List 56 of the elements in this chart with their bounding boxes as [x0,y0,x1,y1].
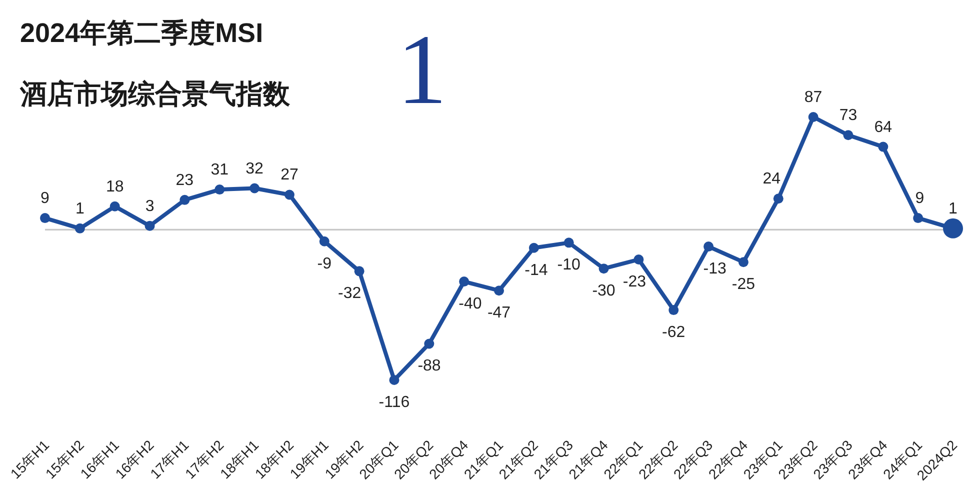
annotation: 1 [397,14,447,125]
data-label: -14 [524,262,548,279]
data-label: -30 [592,282,616,300]
point [598,264,609,274]
subtitle: 酒店市场综合景气指数 [20,79,290,109]
data-label: -40 [458,296,482,313]
point [913,213,924,224]
data-label: 31 [210,162,229,179]
point [668,305,679,316]
data-label: -23 [622,274,646,290]
point [634,254,644,265]
data-label: 64 [874,118,892,136]
data-label: -9 [317,255,332,272]
data-label: 18 [106,178,124,196]
data-label: -47 [487,304,511,322]
data-label: 73 [839,107,858,124]
point [319,236,330,246]
point [284,190,294,200]
data-label: -88 [418,358,441,375]
point [704,242,714,252]
title: 2024年第二季度MSI [20,18,264,48]
point [144,220,155,231]
data-label: -25 [732,276,756,294]
data-label: 87 [804,89,822,106]
point [40,213,50,224]
data-label: -62 [662,324,686,342]
point [494,286,504,296]
point [250,183,260,194]
data-label: -10 [557,256,580,274]
point [808,112,818,122]
point [180,194,190,205]
point [459,276,470,287]
data-label: 9 [40,190,50,208]
point [110,201,120,212]
data-label: -32 [338,285,362,302]
data-label: 3 [145,198,154,215]
point [738,257,748,268]
point [354,266,364,276]
data-label: 23 [176,172,194,189]
point [214,184,225,195]
point [773,194,784,204]
data-label: 32 [246,160,264,178]
point [74,223,85,234]
point [564,238,574,248]
point [389,375,400,385]
point [878,142,888,152]
data-label: -13 [703,260,726,278]
point [424,338,434,349]
data-label: 1 [75,200,84,218]
data-label: 9 [915,190,924,208]
data-label: 27 [280,166,298,184]
data-label: -116 [378,394,410,411]
point [528,242,539,253]
data-label: 24 [762,170,781,188]
point [843,130,854,140]
data-label: 1 [948,200,958,218]
